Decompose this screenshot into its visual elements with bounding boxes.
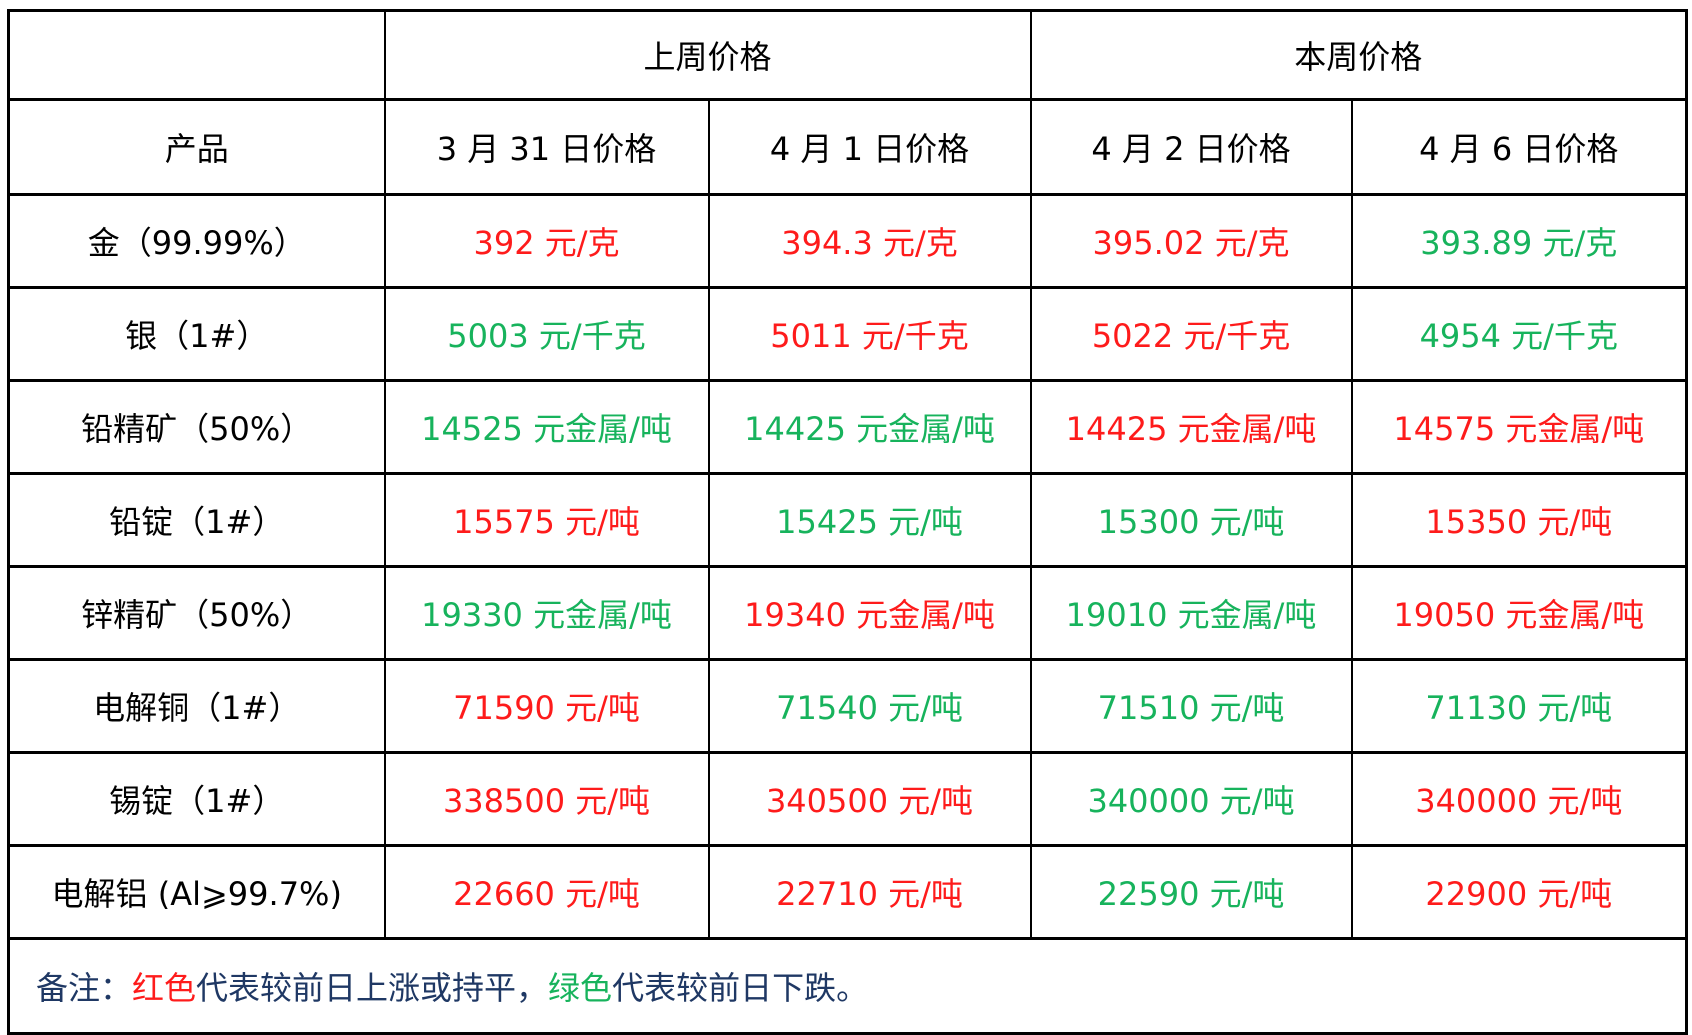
table-row-electrolytic-aluminum: 电解铝 (Al⩾99.7%) 22660 元/吨 22710 元/吨 22590…: [7, 844, 1688, 940]
price-cell: 71130 元/吨: [1350, 658, 1688, 754]
price-cell: 19330 元金属/吨: [383, 565, 710, 661]
product-column-header: 产品: [7, 98, 386, 196]
price-cell: 5011 元/千克: [707, 286, 1032, 382]
note-green-label: 绿色: [548, 969, 613, 1007]
price-cell: 394.3 元/克: [707, 193, 1032, 289]
week-group-header-row: 上周价格 本周价格: [7, 9, 1688, 101]
note-row: 备注：红色代表较前日上涨或持平，绿色代表较前日下跌。: [7, 937, 1688, 1035]
price-cell: 5003 元/千克: [383, 286, 710, 382]
price-cell: 22710 元/吨: [707, 844, 1032, 940]
table-row-lead-concentrate: 铅精矿（50%） 14525 元金属/吨 14425 元金属/吨 14425 元…: [7, 379, 1688, 475]
price-cell: 15350 元/吨: [1350, 472, 1688, 568]
corner-empty-cell: [7, 9, 386, 101]
price-cell: 393.89 元/克: [1350, 193, 1688, 289]
product-cell: 电解铜（1#）: [7, 658, 386, 754]
product-cell: 铅锭（1#）: [7, 472, 386, 568]
price-cell: 392 元/克: [383, 193, 710, 289]
this-week-group-header: 本周价格: [1029, 9, 1688, 101]
price-cell: 14425 元金属/吨: [1029, 379, 1353, 475]
product-cell: 铅精矿（50%）: [7, 379, 386, 475]
note-green-description: 代表较前日下跌。: [612, 969, 869, 1007]
price-cell: 14525 元金属/吨: [383, 379, 710, 475]
price-cell: 71510 元/吨: [1029, 658, 1353, 754]
price-cell: 71540 元/吨: [707, 658, 1032, 754]
price-cell: 5022 元/千克: [1029, 286, 1353, 382]
price-cell: 338500 元/吨: [383, 751, 710, 847]
product-cell: 锌精矿（50%）: [7, 565, 386, 661]
price-cell: 14575 元金属/吨: [1350, 379, 1688, 475]
price-cell: 22590 元/吨: [1029, 844, 1353, 940]
table-row-tin-ingot: 锡锭（1#） 338500 元/吨 340500 元/吨 340000 元/吨 …: [7, 751, 1688, 847]
note-red-description: 代表较前日上涨或持平，: [196, 969, 549, 1007]
metal-price-table: 上周价格 本周价格 产品 3 月 31 日价格 4 月 1 日价格 4 月 2 …: [7, 9, 1689, 1035]
date-column-header-apr1: 4 月 1 日价格: [707, 98, 1032, 196]
date-column-header-mar31: 3 月 31 日价格: [383, 98, 710, 196]
table-row-silver: 银（1#） 5003 元/千克 5011 元/千克 5022 元/千克 4954…: [7, 286, 1688, 382]
date-column-header-apr2: 4 月 2 日价格: [1029, 98, 1353, 196]
last-week-group-header: 上周价格: [383, 9, 1032, 101]
price-cell: 14425 元金属/吨: [707, 379, 1032, 475]
price-cell: 22660 元/吨: [383, 844, 710, 940]
table-row-zinc-concentrate: 锌精矿（50%） 19330 元金属/吨 19340 元金属/吨 19010 元…: [7, 565, 1688, 661]
note-cell: 备注：红色代表较前日上涨或持平，绿色代表较前日下跌。: [7, 937, 1688, 1035]
price-cell: 71590 元/吨: [383, 658, 710, 754]
price-cell: 19050 元金属/吨: [1350, 565, 1688, 661]
price-cell: 15575 元/吨: [383, 472, 710, 568]
price-cell: 19340 元金属/吨: [707, 565, 1032, 661]
price-cell: 340500 元/吨: [707, 751, 1032, 847]
price-cell: 19010 元金属/吨: [1029, 565, 1353, 661]
price-cell: 22900 元/吨: [1350, 844, 1688, 940]
table-row-electrolytic-copper: 电解铜（1#） 71590 元/吨 71540 元/吨 71510 元/吨 71…: [7, 658, 1688, 754]
price-cell: 4954 元/千克: [1350, 286, 1688, 382]
product-cell: 锡锭（1#）: [7, 751, 386, 847]
table-row-gold: 金（99.99%） 392 元/克 394.3 元/克 395.02 元/克 3…: [7, 193, 1688, 289]
note-prefix: 备注：: [36, 969, 133, 1007]
product-cell: 金（99.99%）: [7, 193, 386, 289]
price-cell: 395.02 元/克: [1029, 193, 1353, 289]
price-cell: 340000 元/吨: [1350, 751, 1688, 847]
product-cell: 银（1#）: [7, 286, 386, 382]
product-cell: 电解铝 (Al⩾99.7%): [7, 844, 386, 940]
note-red-label: 红色: [132, 969, 197, 1007]
table-row-lead-ingot: 铅锭（1#） 15575 元/吨 15425 元/吨 15300 元/吨 153…: [7, 472, 1688, 568]
column-header-row: 产品 3 月 31 日价格 4 月 1 日价格 4 月 2 日价格 4 月 6 …: [7, 98, 1688, 196]
price-cell: 15425 元/吨: [707, 472, 1032, 568]
price-cell: 340000 元/吨: [1029, 751, 1353, 847]
date-column-header-apr6: 4 月 6 日价格: [1350, 98, 1688, 196]
price-cell: 15300 元/吨: [1029, 472, 1353, 568]
